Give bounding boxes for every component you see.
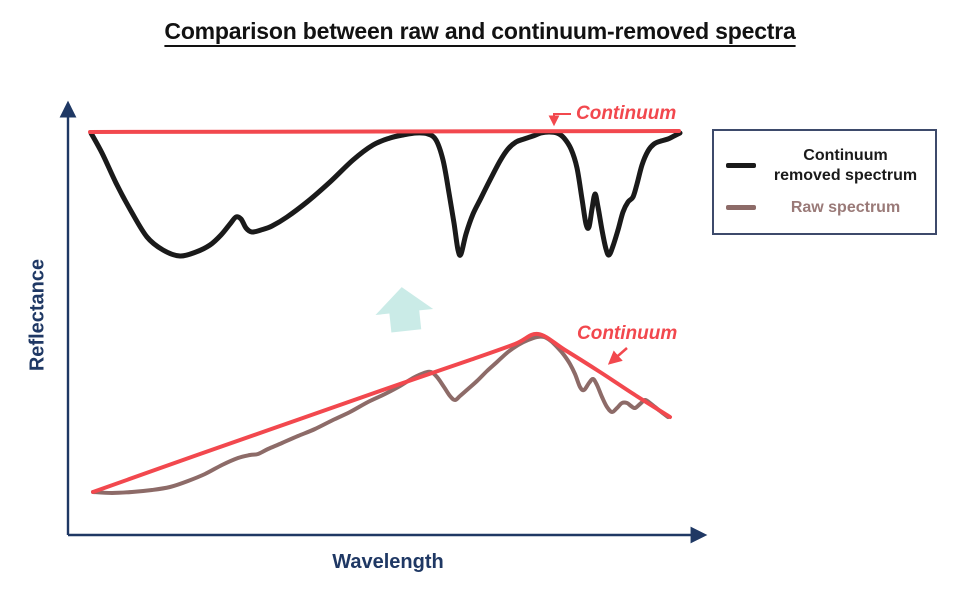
legend-label-line-2: removed spectrum [773,166,918,184]
continuum-bottom-label: Continuum [577,323,678,344]
series-raw-spectrum [91,334,670,495]
series-continuum-top [88,129,681,134]
continuum-top-pointer-arrow-icon [548,113,571,127]
legend-label-raw-spectrum: Raw spectrum [790,199,901,217]
raw-spectrum-swatch [726,205,756,211]
continuum-top-label: Continuum [576,103,677,124]
series-raw-continuum-hull [91,331,672,494]
series-layer [88,129,683,495]
continuum-removed-swatch [726,163,756,169]
axes [59,100,708,544]
x-axis-label: Wavelength [332,551,444,573]
legend-item-continuum-removed: Continuum removed spectrum [726,146,923,184]
legend-box: Continuum removed spectrum Raw spectrum [712,129,937,235]
legend-label-continuum-removed: Continuum removed spectrum [768,146,923,184]
figure-title: Comparison between raw and continuum-rem… [164,18,796,44]
y-axis-label: Reflectance [26,258,49,372]
series-continuum-removed-spectrum [88,129,683,259]
transform-up-arrow-icon [375,287,434,333]
continuum-bottom-pointer-arrow-icon [607,347,628,365]
legend-label-line-1: Continuum [803,147,888,165]
legend-item-raw-spectrum: Raw spectrum [726,198,923,217]
